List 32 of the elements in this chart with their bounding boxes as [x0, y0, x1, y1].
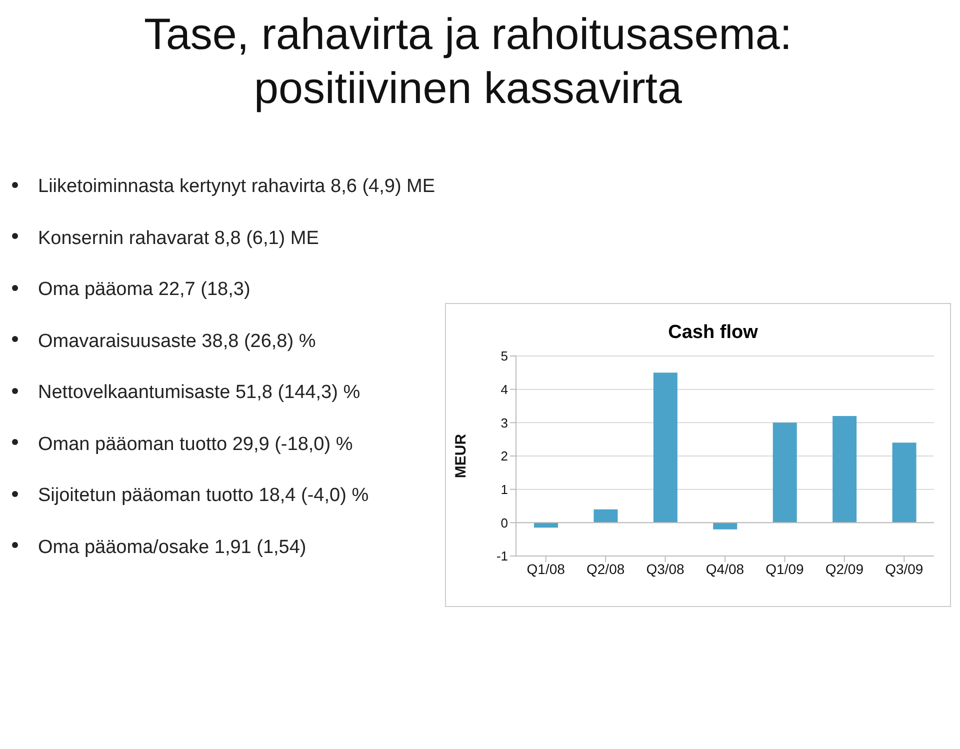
y-tick-label: 5: [500, 348, 508, 364]
x-tick-label: Q1/09: [766, 560, 804, 577]
bar: [594, 509, 618, 523]
x-tick-label: Q1/08: [526, 560, 566, 577]
y-tick-label: 1: [500, 482, 508, 497]
x-tick-label: Q4/08: [706, 560, 744, 577]
text: Omavaraisuusaste 38,8 (26,8) %: [37, 330, 317, 354]
x-tick-label: Q3/09: [885, 560, 924, 577]
y-axis-title: MEUR: [452, 434, 470, 478]
y-tick-label: 4: [500, 382, 508, 397]
bar: [534, 522, 558, 528]
text: Oma pääoma/osake 1,91 (1,54): [37, 536, 308, 560]
y-tick-label: 3: [500, 415, 508, 430]
x-tick-label: Q2/09: [825, 560, 864, 577]
text: Liiketoiminnasta kertynyt rahavirta 8,6 (4,9) ME: [37, 176, 436, 199]
chart-subtitle: Cash flow: [667, 322, 759, 344]
y-tick-label: 0: [500, 515, 508, 530]
bar: [713, 522, 738, 530]
bar: [772, 422, 797, 523]
bar: [832, 416, 857, 523]
text: Konsernin rahavarat 8,8 (6,1) ME: [37, 228, 320, 250]
y-tick-label: -1: [496, 548, 508, 564]
chart-title: Tase, rahavirta ja rahoitusasema: positiivinen kassavirta: [142, 9, 794, 115]
bar: [892, 442, 916, 523]
bar: [653, 372, 678, 523]
text: Oman pääoman tuotto 29,9 (-18,0) %: [37, 434, 354, 456]
y-tick-label: 2: [500, 448, 508, 464]
x-tick-label: Q2/08: [586, 560, 625, 577]
text: Sijoitetun pääoman tuotto 18,4 (-4,0) %: [37, 485, 370, 508]
text: Oma pääoma 22,7 (18,3): [37, 279, 252, 302]
x-tick-label: Q3/08: [646, 560, 685, 577]
text: Nettovelkaantumisaste 51,8 (144,3) %: [37, 382, 362, 405]
